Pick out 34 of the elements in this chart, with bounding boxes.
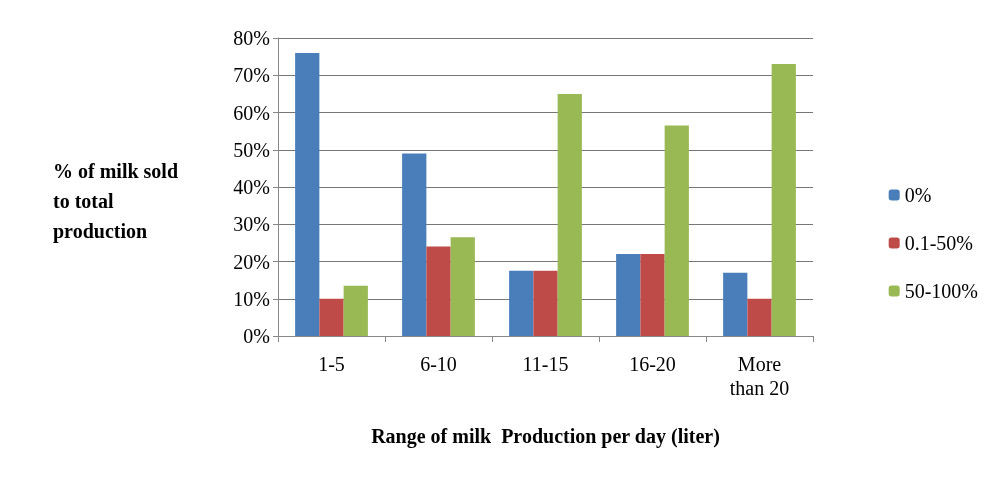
- x-tick-label: 11-15: [522, 353, 569, 375]
- y-tick-label: 20%: [233, 250, 270, 273]
- bar: [664, 125, 689, 336]
- y-tick-label: 30%: [233, 213, 270, 236]
- x-tick-label: 16-20: [629, 353, 676, 375]
- bar: [557, 93, 582, 336]
- bar: [616, 254, 641, 336]
- bar: [319, 298, 344, 336]
- y-tick-label: 0%: [243, 325, 270, 347]
- bar: [533, 270, 558, 336]
- x-axis-title: Range of milk Production per day (liter): [371, 425, 720, 448]
- y-tick-label: 50%: [233, 138, 270, 161]
- y-tick-label: 60%: [233, 101, 270, 124]
- y-tick-label: 80%: [233, 27, 270, 49]
- bar: [343, 285, 368, 336]
- bar: [509, 270, 534, 336]
- x-tick-label: 6-10: [420, 353, 457, 375]
- bar: [450, 237, 475, 336]
- legend-label: 50-100%: [904, 280, 979, 302]
- bar: [426, 246, 451, 336]
- y-tick-label: 40%: [233, 176, 270, 198]
- bar: [640, 254, 665, 336]
- bar: [723, 272, 748, 336]
- bar: [747, 298, 772, 336]
- bar: [771, 64, 796, 336]
- legend-label: 0%: [904, 184, 932, 206]
- bar: [295, 52, 320, 336]
- x-tick-label: More than 20: [729, 353, 790, 399]
- x-tick-label: 1-5: [318, 353, 345, 375]
- legend-label: 0.1-50%: [904, 232, 974, 254]
- y-tick-label: 70%: [233, 64, 270, 87]
- y-axis-title: % of milk sold to total production: [53, 160, 179, 243]
- bar: [402, 153, 427, 336]
- y-tick-label: 10%: [233, 287, 270, 310]
